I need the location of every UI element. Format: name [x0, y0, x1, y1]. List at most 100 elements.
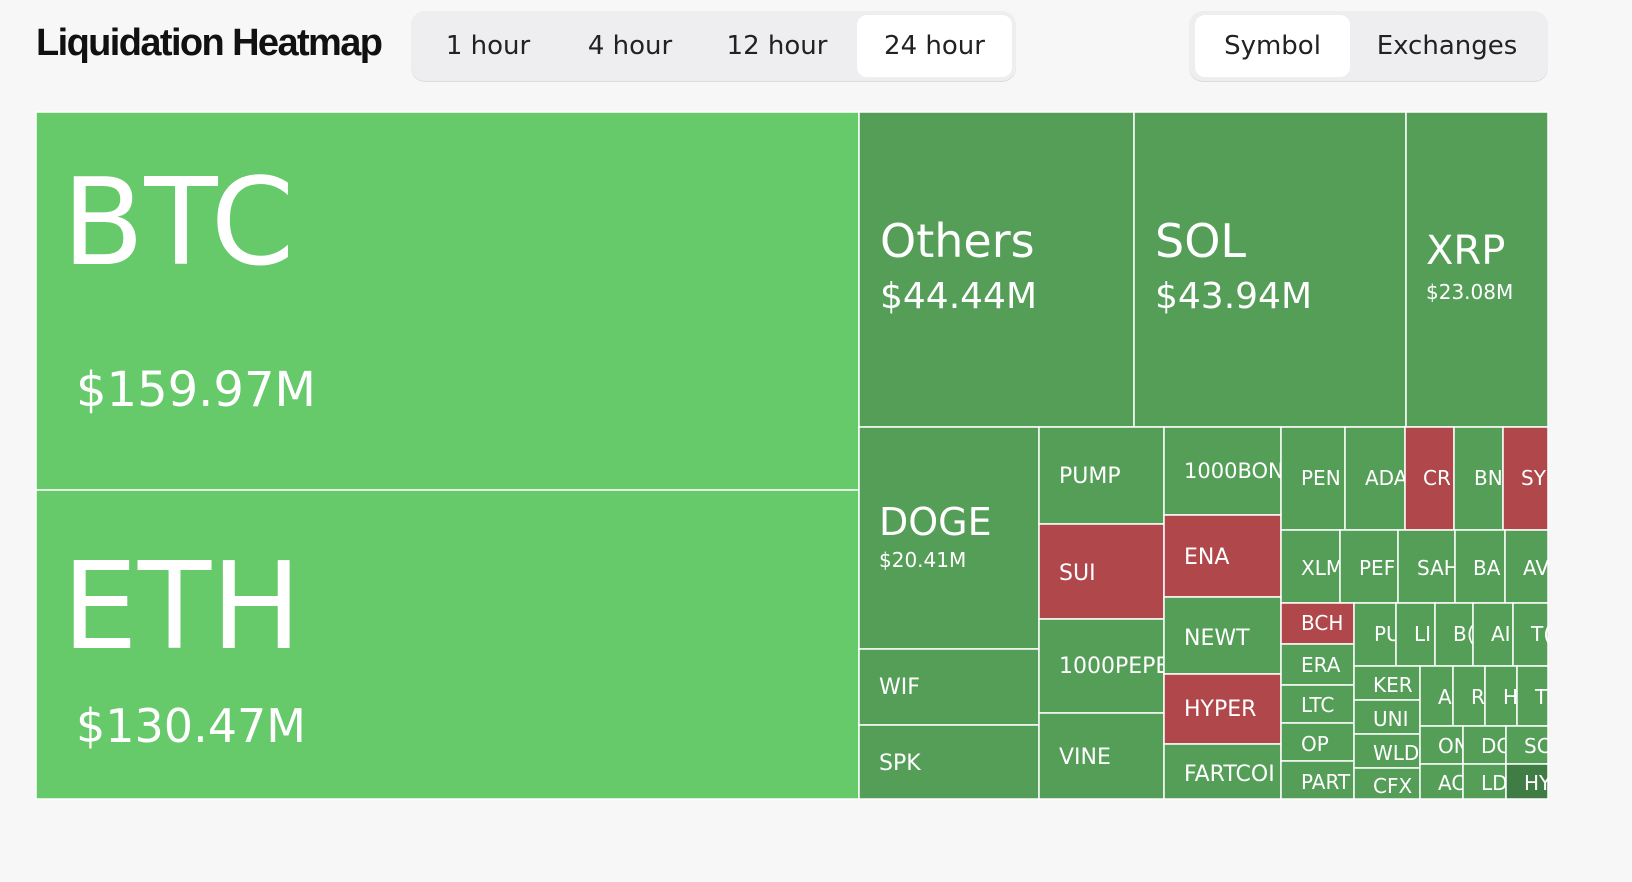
tile-cr[interactable]: CR [1404, 426, 1455, 531]
tile-pef[interactable]: PEF [1339, 529, 1399, 604]
tile-rect-on[interactable] [1419, 725, 1464, 765]
tile-uni[interactable]: UNI [1353, 699, 1421, 735]
tile-on[interactable]: ON [1419, 725, 1469, 765]
tile-li[interactable]: LI [1395, 602, 1436, 667]
tile-h[interactable]: H [1484, 665, 1518, 727]
tile-label-b: B( [1453, 622, 1475, 646]
tile-pump[interactable]: PUMP [1038, 426, 1165, 525]
tile-label-sy: SY [1521, 466, 1547, 490]
tile-others[interactable]: Others $44.44M [858, 111, 1135, 428]
tile-ada[interactable]: ADA [1344, 426, 1408, 531]
tile-do[interactable]: DO [1462, 725, 1512, 765]
tile-eth[interactable]: ETH $130.47M [35, 489, 860, 800]
tile-wld[interactable]: WLD [1353, 733, 1421, 769]
tile-t[interactable]: T [1516, 665, 1549, 727]
tile-xrp[interactable]: XRP $23.08M [1405, 111, 1549, 428]
tile-rect-others[interactable] [858, 111, 1135, 428]
tile-label-fartcoi: FARTCOI [1184, 762, 1275, 787]
tile-newt[interactable]: NEWT [1163, 596, 1282, 675]
tile-ba[interactable]: BA [1454, 529, 1506, 604]
tile-rect-av[interactable] [1504, 529, 1549, 604]
tab-24-hour[interactable]: 24 hour [857, 15, 1012, 77]
tile-1000bon[interactable]: 1000BON [1163, 426, 1284, 516]
tile-rect-h[interactable] [1484, 665, 1518, 727]
tile-b[interactable]: B( [1434, 602, 1475, 667]
tile-t[interactable]: T( [1512, 602, 1551, 667]
tab-1-hour[interactable]: 1 hour [445, 31, 531, 61]
tile-label-sui: SUI [1059, 561, 1096, 586]
tile-pen[interactable]: PEN [1280, 426, 1346, 531]
tile-rect-cfx[interactable] [1353, 767, 1421, 800]
tile-rect-hyper[interactable] [1163, 673, 1282, 745]
tile-rect-wif[interactable] [858, 648, 1040, 726]
tile-ai[interactable]: AI [1472, 602, 1514, 667]
tile-rect-pu[interactable] [1353, 602, 1397, 667]
tile-rect-pen[interactable] [1280, 426, 1346, 531]
tile-sy[interactable]: SY [1502, 426, 1549, 531]
tile-hy[interactable]: HY [1505, 763, 1552, 800]
tile-ac[interactable]: AC [1419, 763, 1465, 800]
tab-12-hour[interactable]: 12 hour [726, 31, 828, 61]
tile-rect-ac[interactable] [1419, 763, 1464, 800]
tile-rect-wld[interactable] [1353, 733, 1421, 769]
tile-label-op: OP [1301, 732, 1329, 756]
tile-sui[interactable]: SUI [1038, 523, 1165, 620]
tile-ena[interactable]: ENA [1163, 514, 1282, 598]
tile-a[interactable]: A [1419, 665, 1454, 727]
tile-rect-sol[interactable] [1133, 111, 1407, 428]
tile-rect-era[interactable] [1280, 643, 1355, 686]
tile-ld[interactable]: LD [1462, 763, 1508, 800]
tile-btc[interactable]: BTC $159.97M [35, 111, 860, 491]
tile-av[interactable]: AV [1504, 529, 1549, 604]
tile-rect-xrp[interactable] [1405, 111, 1549, 428]
tile-1000pepe[interactable]: 1000PEPE [1038, 618, 1169, 714]
tile-pu[interactable]: PU [1353, 602, 1401, 667]
tile-part[interactable]: PART [1280, 760, 1355, 800]
tile-rect-hy[interactable] [1505, 763, 1549, 800]
tile-rect-sah[interactable] [1397, 529, 1456, 604]
tile-sol[interactable]: SOL $43.94M [1133, 111, 1407, 428]
tile-ltc[interactable]: LTC [1280, 684, 1355, 724]
tile-cfx[interactable]: CFX [1353, 767, 1421, 800]
tab-symbol[interactable]: Symbol [1195, 15, 1350, 77]
tile-bn[interactable]: BN [1453, 426, 1504, 531]
tile-vine[interactable]: VINE [1038, 712, 1165, 800]
tile-hyper[interactable]: HYPER [1163, 673, 1282, 745]
tile-rect-r[interactable] [1452, 665, 1486, 727]
tile-rect-cr[interactable] [1404, 426, 1455, 531]
tile-op[interactable]: OP [1280, 722, 1355, 762]
tile-sc[interactable]: SC [1505, 725, 1551, 765]
tile-rect-op[interactable] [1280, 722, 1355, 762]
tile-wif[interactable]: WIF [858, 648, 1040, 726]
tile-xlm[interactable]: XLM [1280, 529, 1343, 604]
tab-4-hour[interactable]: 4 hour [587, 31, 673, 61]
tile-rect-ena[interactable] [1163, 514, 1282, 598]
tile-rect-part[interactable] [1280, 760, 1355, 800]
tab-exchanges[interactable]: Exchanges [1376, 31, 1518, 61]
tile-doge[interactable]: DOGE $20.41M [858, 426, 1040, 650]
tile-rect-btc[interactable] [35, 111, 860, 491]
tile-rect-1000bon[interactable] [1163, 426, 1282, 516]
tile-bch[interactable]: BCH [1280, 602, 1355, 645]
tile-rect-sui[interactable] [1038, 523, 1165, 620]
tile-spk[interactable]: SPK [858, 724, 1040, 800]
tile-sah[interactable]: SAH [1397, 529, 1459, 604]
tile-label-hy: HY [1524, 771, 1552, 795]
tile-rect-fartcoi[interactable] [1163, 743, 1282, 800]
tile-rect-pump[interactable] [1038, 426, 1165, 525]
tile-rect-ltc[interactable] [1280, 684, 1355, 724]
tile-r[interactable]: R [1452, 665, 1486, 727]
tile-rect-t[interactable] [1512, 602, 1549, 667]
tile-era[interactable]: ERA [1280, 643, 1355, 686]
tile-rect-vine[interactable] [1038, 712, 1165, 800]
tile-rect-sc[interactable] [1505, 725, 1549, 765]
tile-fartcoi[interactable]: FARTCOI [1163, 743, 1282, 800]
tile-rect-eth[interactable] [35, 489, 860, 800]
tile-ker[interactable]: KER [1353, 665, 1421, 701]
tile-rect-spk[interactable] [858, 724, 1040, 800]
tile-rect-1000pepe[interactable] [1038, 618, 1165, 714]
tile-rect-t[interactable] [1516, 665, 1549, 727]
tile-label-sc: SC [1524, 734, 1551, 758]
tile-value-xrp: $23.08M [1426, 280, 1513, 304]
tile-rect-doge[interactable] [858, 426, 1040, 650]
